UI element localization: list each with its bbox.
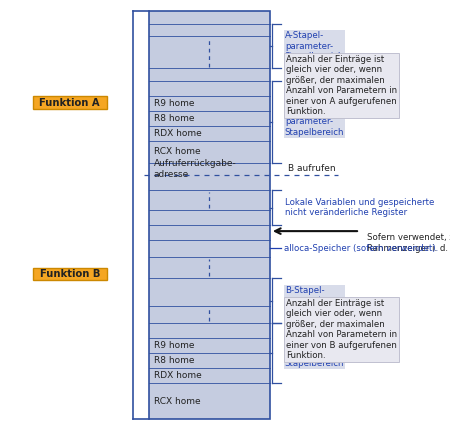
Text: Sofern verwendet, zeigt der
Rahmenzeiger i. d. R. hierauf: Sofern verwendet, zeigt der Rahmenzeiger… bbox=[367, 233, 450, 253]
Text: RDX home: RDX home bbox=[154, 129, 202, 138]
Text: R8 home: R8 home bbox=[154, 114, 194, 123]
Text: B-Stapel-
parameter-
Stapelbereich: B-Stapel- parameter- Stapelbereich bbox=[285, 286, 344, 315]
Bar bbox=[32, 268, 107, 280]
Text: Aufruferrückgabe-
adresse: Aufruferrückgabe- adresse bbox=[154, 159, 237, 179]
Text: Anzahl der Einträge ist
gleich vier oder, wenn
größer, der maximalen
Anzahl von : Anzahl der Einträge ist gleich vier oder… bbox=[286, 299, 397, 360]
Text: R9 home: R9 home bbox=[154, 99, 194, 108]
Text: RCX home: RCX home bbox=[154, 147, 201, 157]
Bar bbox=[148, 11, 270, 419]
Text: Lokale Variablen und gespeicherte
nicht veränderliche Register: Lokale Variablen und gespeicherte nicht … bbox=[285, 198, 434, 217]
Text: A-Register-
parameter-
Stapelbereich: A-Register- parameter- Stapelbereich bbox=[285, 107, 344, 137]
Bar bbox=[32, 96, 107, 109]
Text: Funktion B: Funktion B bbox=[40, 269, 100, 279]
Text: R8 home: R8 home bbox=[154, 356, 194, 365]
Text: Funktion A: Funktion A bbox=[40, 98, 100, 108]
Text: Anzahl der Einträge ist
gleich vier oder, wenn
größer, der maximalen
Anzahl von : Anzahl der Einträge ist gleich vier oder… bbox=[286, 55, 397, 116]
Text: B aufrufen: B aufrufen bbox=[288, 164, 336, 173]
Text: A-Stapel-
parameter-
Stapelbereich: A-Stapel- parameter- Stapelbereich bbox=[285, 31, 344, 61]
Text: RCX home: RCX home bbox=[154, 397, 201, 406]
Text: alloca-Speicher (sofern verwendet).: alloca-Speicher (sofern verwendet). bbox=[284, 244, 438, 253]
Text: RDX home: RDX home bbox=[154, 371, 202, 380]
Text: R9 home: R9 home bbox=[154, 341, 194, 350]
Text: B-Register-
parameter-
Stapelbereich: B-Register- parameter- Stapelbereich bbox=[285, 338, 344, 368]
